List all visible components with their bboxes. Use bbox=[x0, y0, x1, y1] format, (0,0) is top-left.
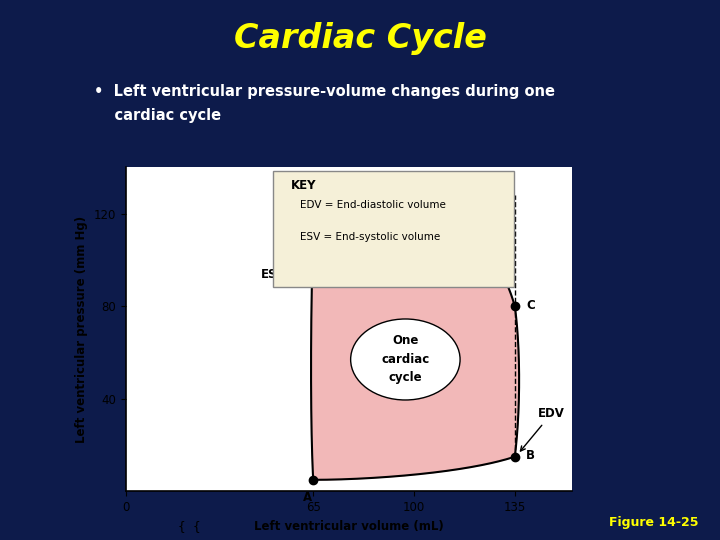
Polygon shape bbox=[311, 216, 519, 480]
Y-axis label: Left ventricular pressure (mm Hg): Left ventricular pressure (mm Hg) bbox=[76, 216, 89, 443]
Text: cardiac: cardiac bbox=[381, 353, 430, 366]
Text: { {: { { bbox=[178, 519, 201, 532]
Ellipse shape bbox=[351, 319, 460, 400]
Text: One: One bbox=[392, 334, 418, 347]
Text: KEY: KEY bbox=[291, 179, 317, 192]
Text: Stroke volume: Stroke volume bbox=[366, 179, 462, 192]
Text: EDV = End-diastolic volume: EDV = End-diastolic volume bbox=[300, 200, 446, 210]
Text: ESV: ESV bbox=[261, 246, 312, 281]
Text: ESV = End-systolic volume: ESV = End-systolic volume bbox=[300, 232, 441, 242]
Text: Cardiac Cycle: Cardiac Cycle bbox=[233, 22, 487, 55]
X-axis label: Left ventricular volume (mL): Left ventricular volume (mL) bbox=[254, 519, 444, 532]
Text: C: C bbox=[526, 299, 535, 312]
Text: EDV: EDV bbox=[521, 407, 564, 451]
Text: D: D bbox=[322, 222, 332, 235]
Text: cardiac cycle: cardiac cycle bbox=[94, 108, 221, 123]
Text: A: A bbox=[303, 491, 312, 504]
Text: cycle: cycle bbox=[389, 372, 422, 384]
FancyBboxPatch shape bbox=[274, 171, 514, 287]
Text: Figure 14-25: Figure 14-25 bbox=[609, 516, 698, 529]
Text: B: B bbox=[526, 449, 535, 462]
Text: •  Left ventricular pressure-volume changes during one: • Left ventricular pressure-volume chang… bbox=[94, 84, 554, 99]
